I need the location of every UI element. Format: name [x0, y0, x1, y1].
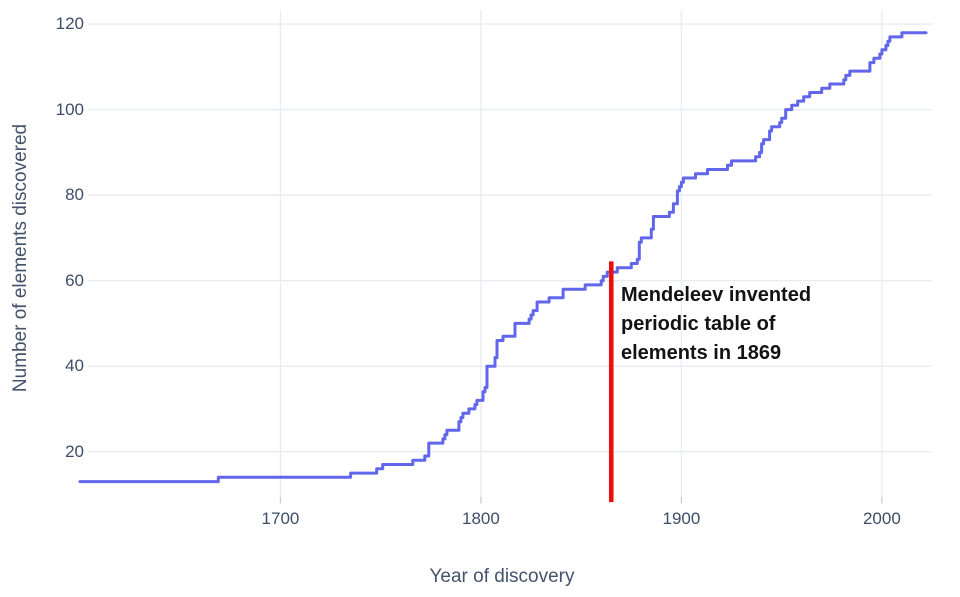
annotation-line-2: periodic table of: [621, 313, 776, 335]
elements-discovered-line: [78, 31, 928, 484]
annotation-mendeleev: Mendeleev invented periodic table of ele…: [621, 281, 811, 368]
y-tick-label: 80: [65, 185, 84, 205]
y-tick-label: 100: [55, 99, 84, 119]
y-axis-title: Number of elements discovered: [10, 123, 31, 393]
x-axis-title: Year of discovery: [429, 566, 575, 587]
y-tick-label: 40: [65, 356, 84, 376]
y-tick-label: 20: [65, 441, 84, 461]
x-tick-label: 1800: [462, 509, 500, 528]
x-tick-label: 2000: [862, 509, 901, 528]
y-tick-label: 120: [55, 14, 84, 34]
annotation-line-1: Mendeleev invented: [621, 284, 812, 306]
annotation-line-3: elements in 1869: [621, 342, 782, 364]
x-tick-label: 1900: [662, 509, 701, 528]
y-tick-label: 60: [65, 270, 84, 290]
x-tick-label: 1700: [261, 509, 300, 528]
